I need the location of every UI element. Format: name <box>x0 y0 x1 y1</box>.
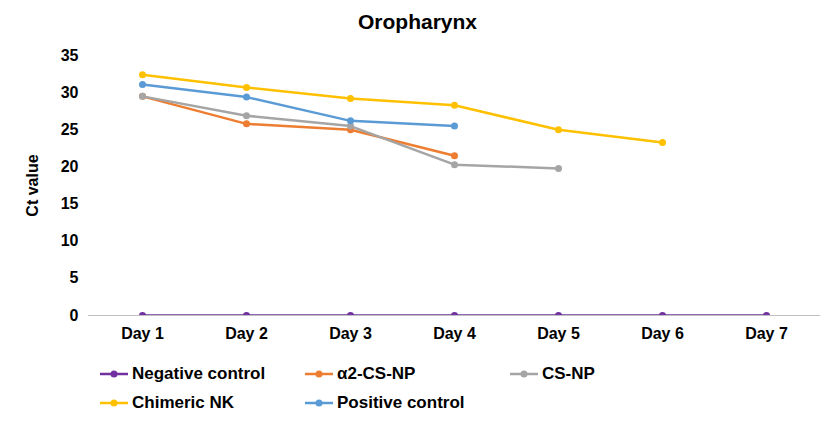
html-text:CS-NP: CS-NP <box>542 363 595 383</box>
svg-text:Day 4: Day 4 <box>433 325 476 342</box>
svg-text:Day 6: Day 6 <box>641 325 684 342</box>
svg-text:30: 30 <box>61 84 79 101</box>
svg-text:25: 25 <box>61 121 79 138</box>
svg-text:5: 5 <box>70 269 79 286</box>
html-text:Oropharynx: Oropharynx <box>358 10 477 33</box>
svg-text:Day 1: Day 1 <box>121 325 164 342</box>
svg-text:0: 0 <box>70 307 79 324</box>
svg-text:20: 20 <box>61 158 79 175</box>
svg-text:Ct value: Ct value <box>24 154 41 216</box>
svg-text:Day 2: Day 2 <box>225 325 268 342</box>
html-text:Positive control: Positive control <box>337 392 465 412</box>
html-text:α2-CS-NP: α2-CS-NP <box>337 363 416 383</box>
svg-text:Day 3: Day 3 <box>329 325 372 342</box>
svg-text:10: 10 <box>61 232 79 249</box>
svg-text:35: 35 <box>61 47 79 64</box>
svg-text:Day 7: Day 7 <box>745 325 788 342</box>
svg-text:15: 15 <box>61 195 79 212</box>
svg-text:Day 5: Day 5 <box>537 325 580 342</box>
html-text:Negative control: Negative control <box>132 363 266 383</box>
html-text:Chimeric NK: Chimeric NK <box>132 392 234 412</box>
